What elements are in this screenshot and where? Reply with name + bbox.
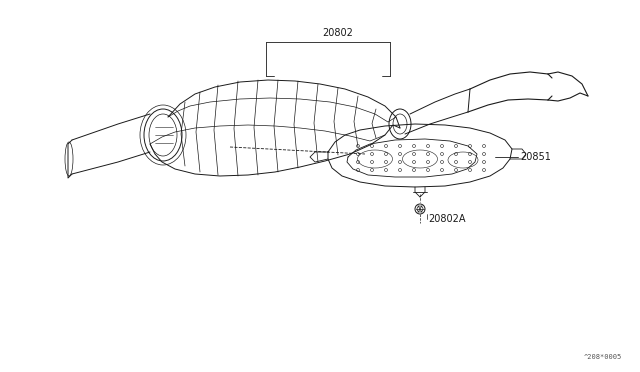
Text: 20802: 20802 bbox=[323, 28, 353, 38]
Text: 20802A: 20802A bbox=[428, 214, 465, 224]
Text: ^208*0005: ^208*0005 bbox=[584, 354, 622, 360]
Text: 20851: 20851 bbox=[520, 152, 551, 162]
